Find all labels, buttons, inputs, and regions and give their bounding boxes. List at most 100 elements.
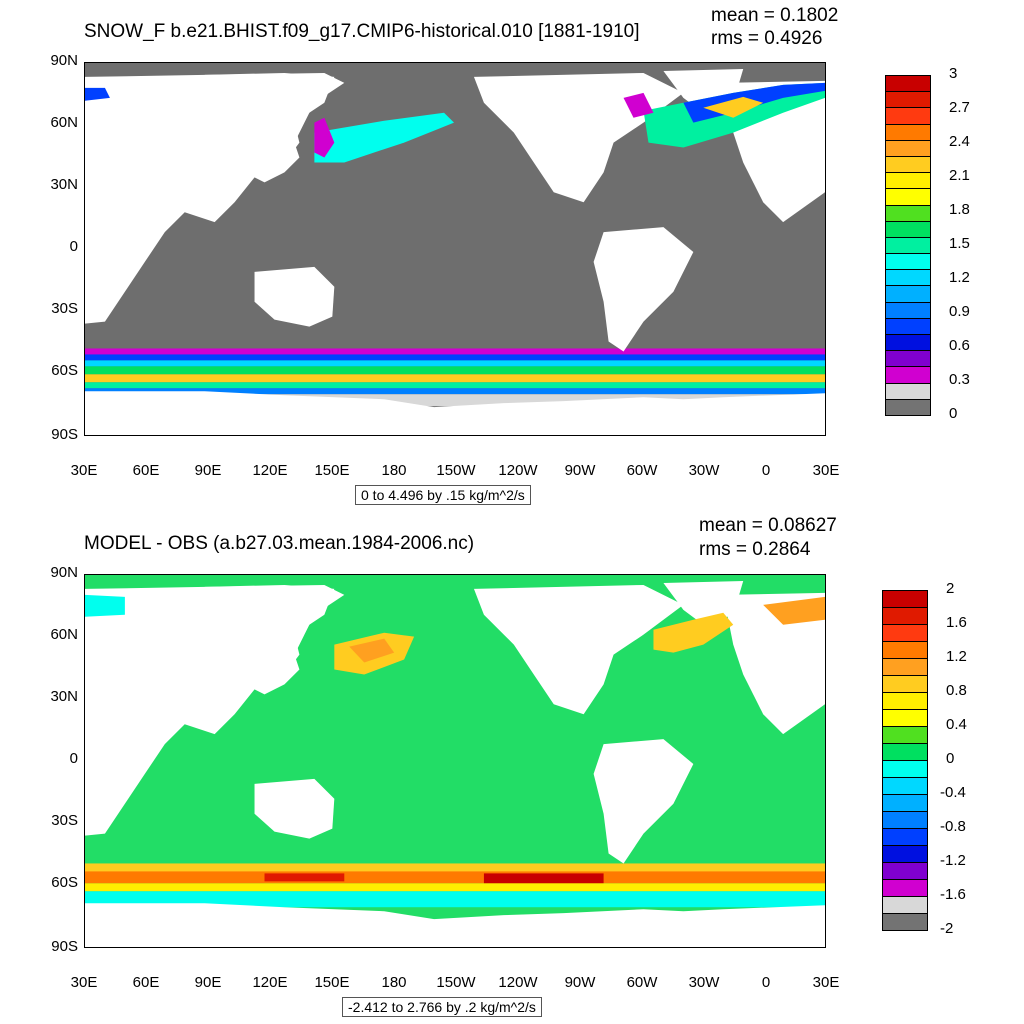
lon-tick-label: 120E [252,462,288,479]
africa-landmass [85,152,155,262]
colorbar-swatch [885,172,931,190]
mean-label: mean = 0.1802 [711,5,839,26]
south-america-landmass [593,227,694,352]
contour-range-label: -2.412 to 2.766 by .2 kg/m^2/s [342,997,542,1017]
lat-tick-label: 60N [50,114,78,131]
colorbar-swatch [885,334,931,352]
arctic-anomaly [85,594,125,617]
lon-tick-label: 30W [688,462,720,479]
colorbar-swatch [882,590,928,608]
snow-band [85,388,825,395]
lon-tick-label: 150W [436,462,476,479]
colorbar-swatch [882,658,928,676]
colorbar-swatch [882,641,928,659]
colorbar-swatch [882,675,928,693]
lon-tick-label: 0 [761,462,771,479]
snowfall-map-panel: SNOW_F b.e21.BHIST.f09_g17.CMIP6-histori… [50,5,970,505]
snow-band [85,382,825,389]
lat-tick-label: 90N [50,52,78,69]
colorbar-swatch [885,188,931,206]
diff-band [264,873,345,882]
arctic-snow [85,87,110,101]
colorbar-swatch [885,204,931,222]
australia-landmass [254,778,335,839]
colorbar-swatch [885,107,931,125]
map-svg [85,63,825,435]
north-pacific-anomaly [349,638,395,663]
colorbar-swatch [882,726,928,744]
asia-landmass [204,72,345,183]
antarctica-landmass [85,903,825,947]
lat-tick-label: 60S [51,362,78,379]
snow-band [85,394,825,407]
lon-tick-label: 120E [252,974,288,991]
colorbar-label: 0 [949,405,958,422]
map-plot-area [84,62,826,436]
difference-map-panel: MODEL - OBS (a.b27.03.mean.1984-2006.nc)… [0,512,1024,1024]
lon-tick-label: 60E [132,974,160,991]
north-america-landmass [473,584,684,715]
lon-tick-label: 90E [194,974,222,991]
colorbar-swatch [882,777,928,795]
colorbar-swatch [882,879,928,897]
lon-tick-label: 60E [132,462,160,479]
lat-tick-label: 0 [69,238,78,255]
colorbar-label: 0.8 [946,682,967,699]
colorbar-swatch [882,709,928,727]
colorbar-swatch [882,794,928,812]
snow-band [85,354,825,361]
north-atlantic-snow [623,92,654,118]
colorbar-swatch [885,155,931,174]
colorbar-swatch [882,811,928,829]
lat-tick-label: 30S [51,812,78,829]
lat-tick-label: 30N [50,688,78,705]
south-america-landmass [593,739,694,864]
lon-tick-label: 60W [626,462,658,479]
panel-title: SNOW_F b.e21.BHIST.f09_g17.CMIP6-histori… [84,21,640,42]
colorbar-swatch [885,269,931,287]
colorbar-swatch [882,913,928,931]
snow-band [85,348,825,357]
lon-tick-label: 30W [688,974,720,991]
colorbar-swatch [885,123,931,141]
north-atlantic-anomaly [653,612,734,653]
colorbar-swatch [882,862,928,880]
lon-tick-label: 150E [314,462,350,479]
lat-tick-label: 90N [50,564,78,581]
lon-tick-label: 30E [70,462,98,479]
colorbar-swatch [882,896,928,914]
north-atlantic-anomaly [763,596,825,625]
colorbar-label: 0.4 [946,716,967,733]
colorbar-label: -0.4 [940,784,966,801]
lat-tick-label: 60N [50,626,78,643]
colorbar-label: -1.2 [940,852,966,869]
map-plot-area [84,574,826,948]
colorbar-swatch [885,366,931,384]
lat-tick-label: 60S [51,874,78,891]
lon-tick-label: 90E [194,462,222,479]
colorbar-label: 2.4 [949,133,970,150]
north-atlantic-snow [703,96,764,118]
colorbar-swatch [882,845,928,863]
snow-band [85,374,825,383]
lon-tick-label: 150E [314,974,350,991]
mean-label: mean = 0.08627 [699,515,837,536]
colorbar-label: 1.5 [949,235,970,252]
colorbar-label: -0.8 [940,818,966,835]
lat-tick-label: 30N [50,176,78,193]
colorbar-swatch [882,743,928,761]
colorbar-label: 2 [946,580,955,597]
lat-tick-label: 90S [51,938,78,955]
colorbar-swatch [885,139,931,157]
diff-band [85,883,825,892]
lon-tick-label: 120W [498,974,538,991]
colorbar-label: 1.6 [946,614,967,631]
colorbar-label: 0.6 [949,337,970,354]
colorbar-swatch [882,828,928,846]
north-pacific-snow [314,112,455,163]
snow-band [85,366,825,375]
colorbar-swatch [885,317,931,336]
lon-tick-label: 120W [498,462,538,479]
lat-tick-label: 0 [69,750,78,767]
lon-tick-label: 60W [626,974,658,991]
